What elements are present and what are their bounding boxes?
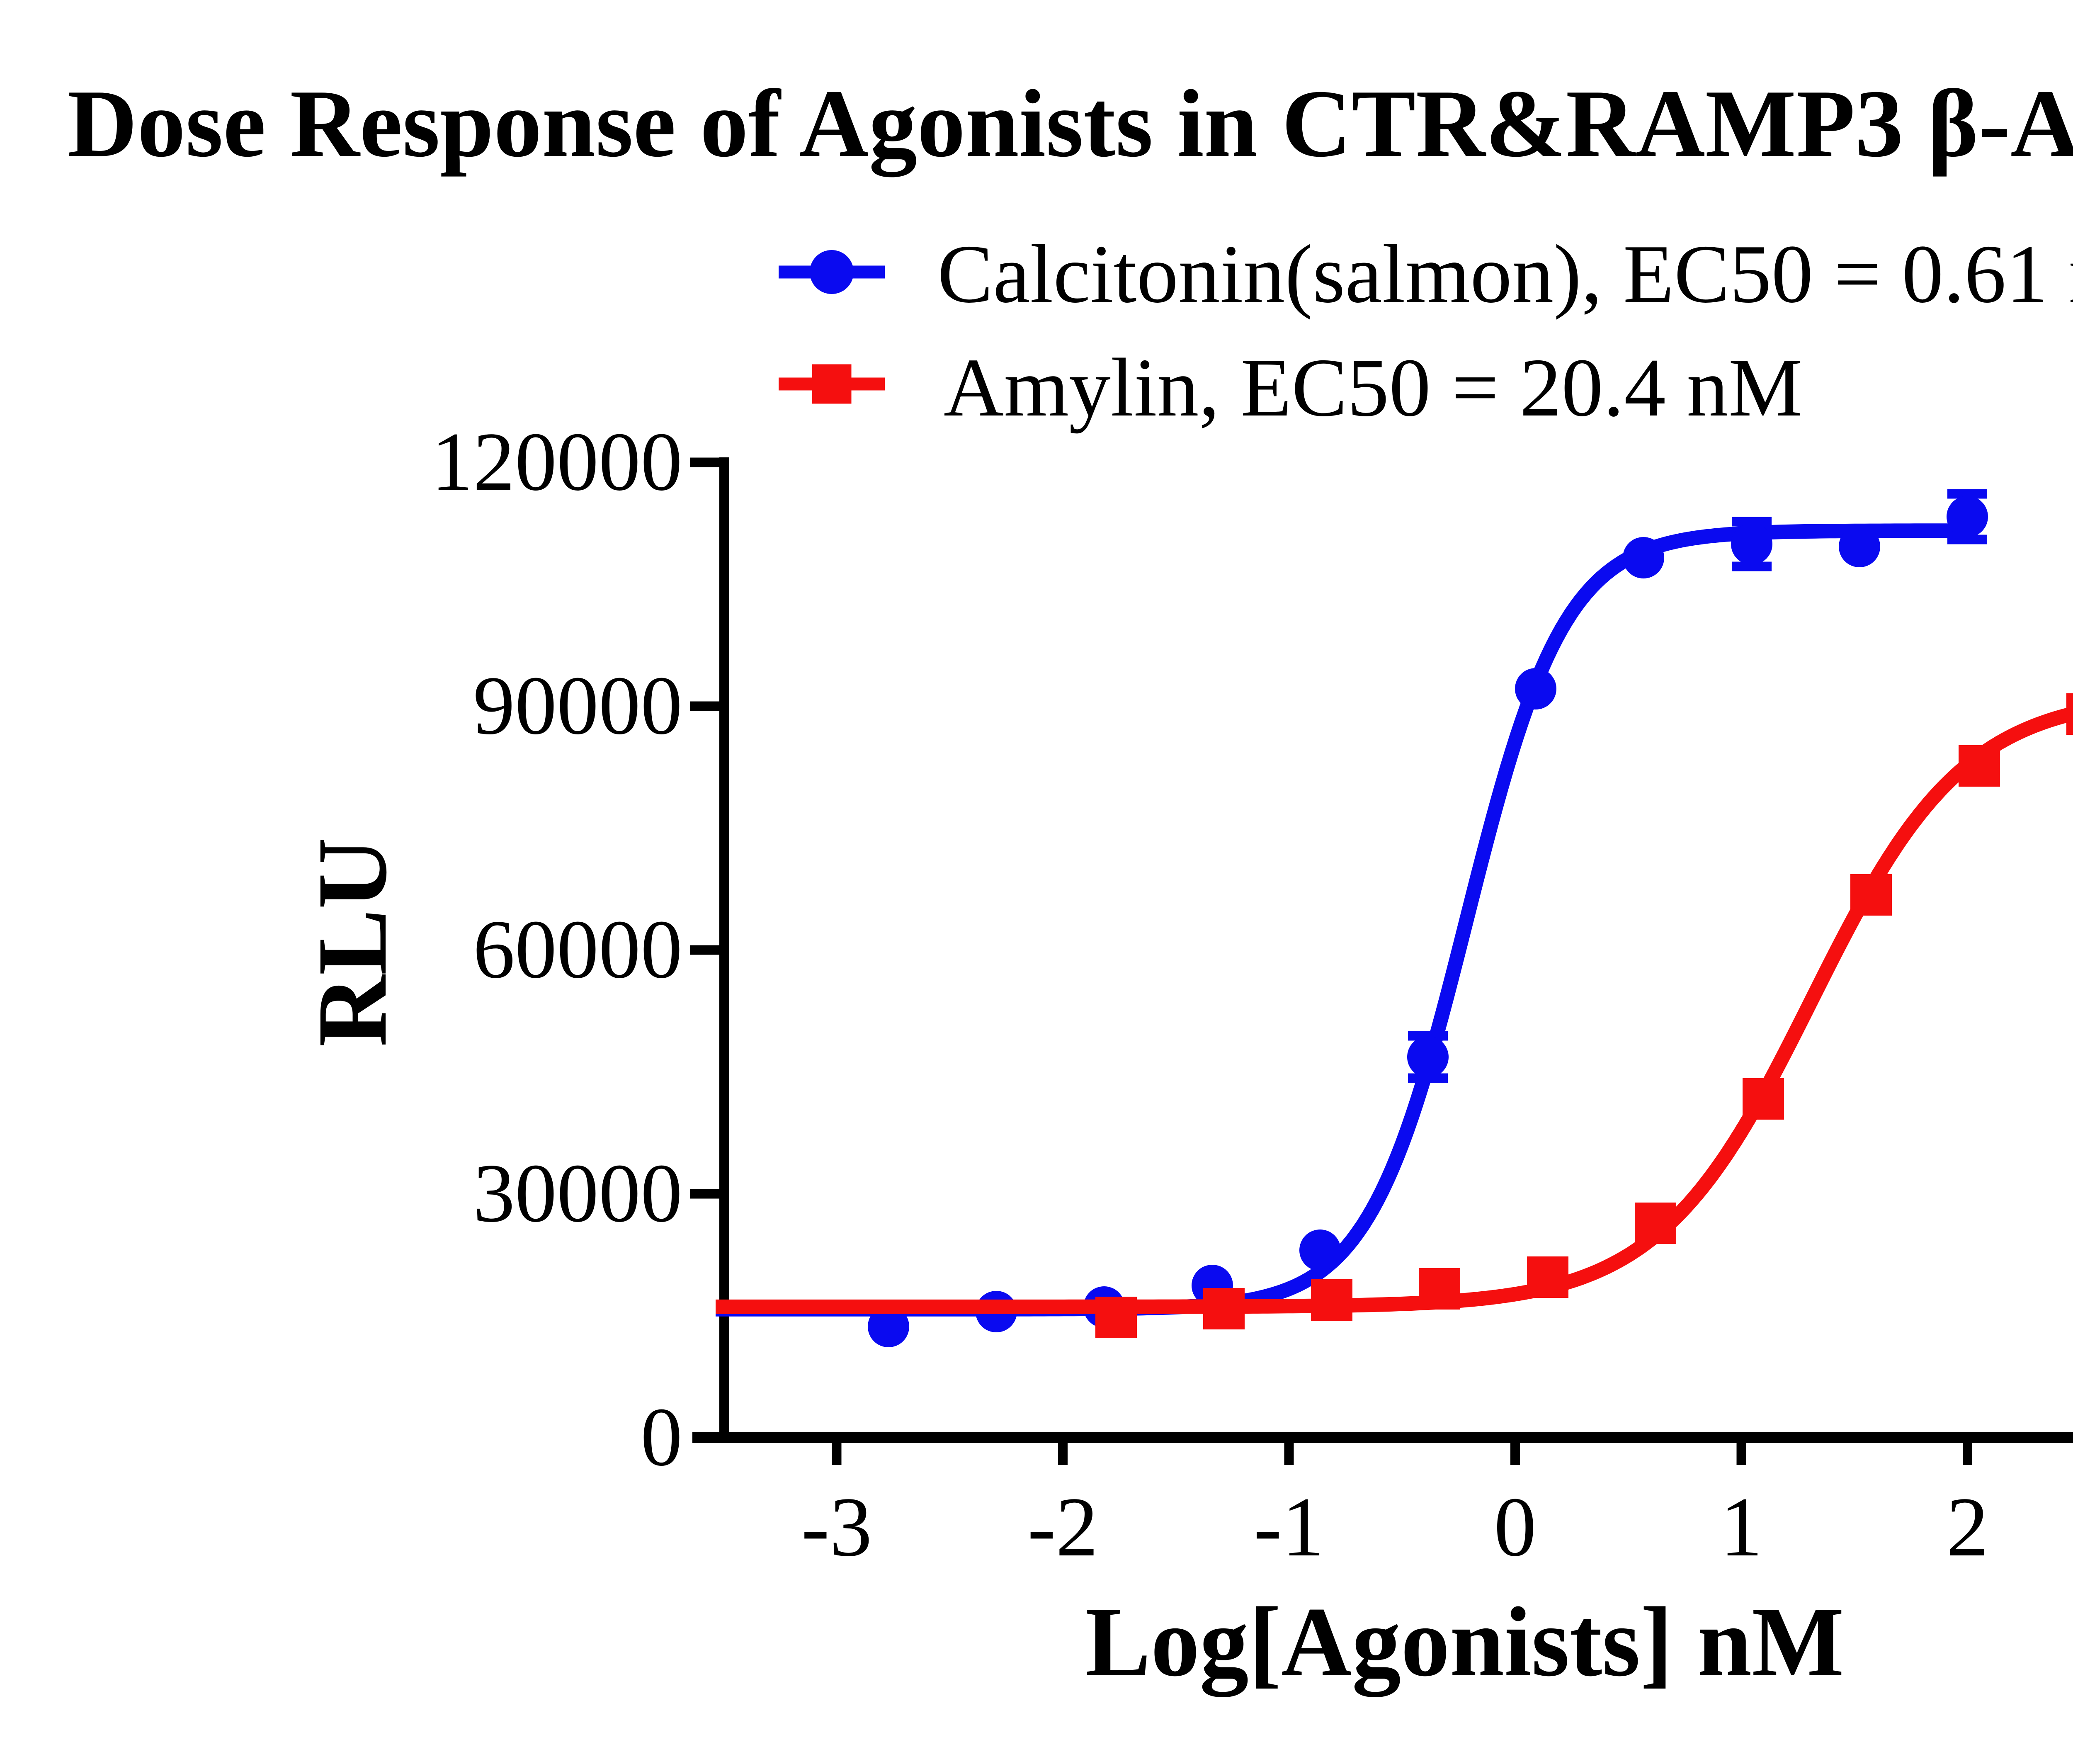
svg-text:90000: 90000 (473, 659, 682, 752)
svg-text:Log[Agonists] nM: Log[Agonists] nM (1085, 1587, 1844, 1697)
svg-text:0: 0 (641, 1390, 682, 1483)
svg-text:RLU: RLU (297, 838, 407, 1047)
svg-text:-2: -2 (1027, 1480, 1098, 1574)
svg-text:-1: -1 (1254, 1480, 1325, 1574)
svg-text:Amylin, EC50 = 20.4 nM: Amylin, EC50 = 20.4 nM (944, 342, 1803, 434)
svg-text:0: 0 (1494, 1480, 1537, 1574)
svg-text:Calcitonin(salmon), EC50 = 0.6: Calcitonin(salmon), EC50 = 0.61 nM (937, 228, 2073, 320)
svg-text:1: 1 (1720, 1480, 1763, 1574)
svg-text:-3: -3 (801, 1480, 872, 1574)
svg-text:2: 2 (1946, 1480, 1989, 1574)
svg-text:Dose Response of Agonists in C: Dose Response of Agonists in CTR&RAMP3 β… (68, 70, 2073, 177)
svg-text:60000: 60000 (473, 903, 682, 996)
svg-text:30000: 30000 (473, 1147, 682, 1239)
svg-text:120000: 120000 (431, 415, 682, 508)
